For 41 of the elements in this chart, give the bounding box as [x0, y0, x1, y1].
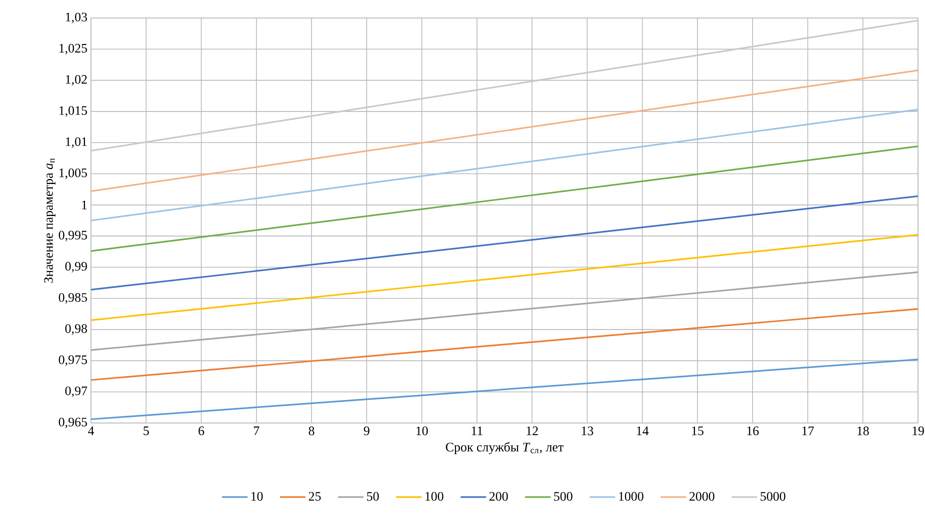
legend-label: 500: [554, 492, 572, 501]
x-axis-title: Срок службы T$_{сл}$, лет: [446, 442, 564, 454]
y-tick-label: 1,015: [59, 106, 87, 117]
y-tick-label: 0,995: [58, 230, 87, 242]
x-tick-label: 16: [747, 426, 759, 436]
legend-label: 50: [367, 492, 379, 501]
x-tick-label: 4: [88, 426, 94, 436]
legend-label: 1000: [619, 492, 644, 501]
y-tick-label: 1,025: [59, 44, 87, 54]
y-axis-title: Значение параметра a$_{п}$: [44, 158, 56, 283]
y-tick-label: 1,01: [66, 137, 87, 148]
y-tick-label: 1,02: [66, 75, 87, 86]
x-tick-label: 9: [364, 426, 370, 436]
legend-label: 200: [489, 492, 508, 501]
x-tick-label: 6: [198, 426, 204, 436]
legend-label: 5000: [760, 492, 786, 501]
x-tick-label: 15: [692, 426, 704, 436]
x-tick-label: 10: [416, 426, 428, 436]
x-tick-label: 8: [308, 426, 314, 436]
legend-label: 100: [426, 492, 444, 501]
x-tick-label: 12: [526, 426, 538, 436]
y-tick-label: 0,985: [58, 293, 87, 304]
x-tick-label: 18: [858, 426, 869, 436]
y-tick-label: 0,975: [58, 355, 87, 366]
y-tick-label: 0,965: [58, 418, 87, 428]
y-tick-label: 1,03: [66, 12, 87, 24]
y-tick-label: 0,97: [65, 386, 88, 398]
legend-label: 25: [308, 492, 321, 501]
legend-label: 2000: [690, 492, 714, 501]
x-tick-label: 19: [912, 426, 924, 436]
legend-label: 10: [251, 492, 263, 501]
y-tick-label: 1: [82, 200, 87, 210]
x-tick-label: 11: [472, 426, 482, 436]
y-tick-label: 1,005: [59, 168, 87, 180]
x-tick-label: 17: [802, 426, 814, 436]
y-tick-label: 0,98: [65, 324, 87, 335]
x-tick-label: 13: [582, 426, 594, 436]
y-tick-label: 0,99: [65, 262, 87, 273]
x-tick-label: 14: [637, 426, 649, 436]
x-tick-label: 5: [144, 426, 149, 436]
x-tick-label: 7: [254, 426, 260, 435]
